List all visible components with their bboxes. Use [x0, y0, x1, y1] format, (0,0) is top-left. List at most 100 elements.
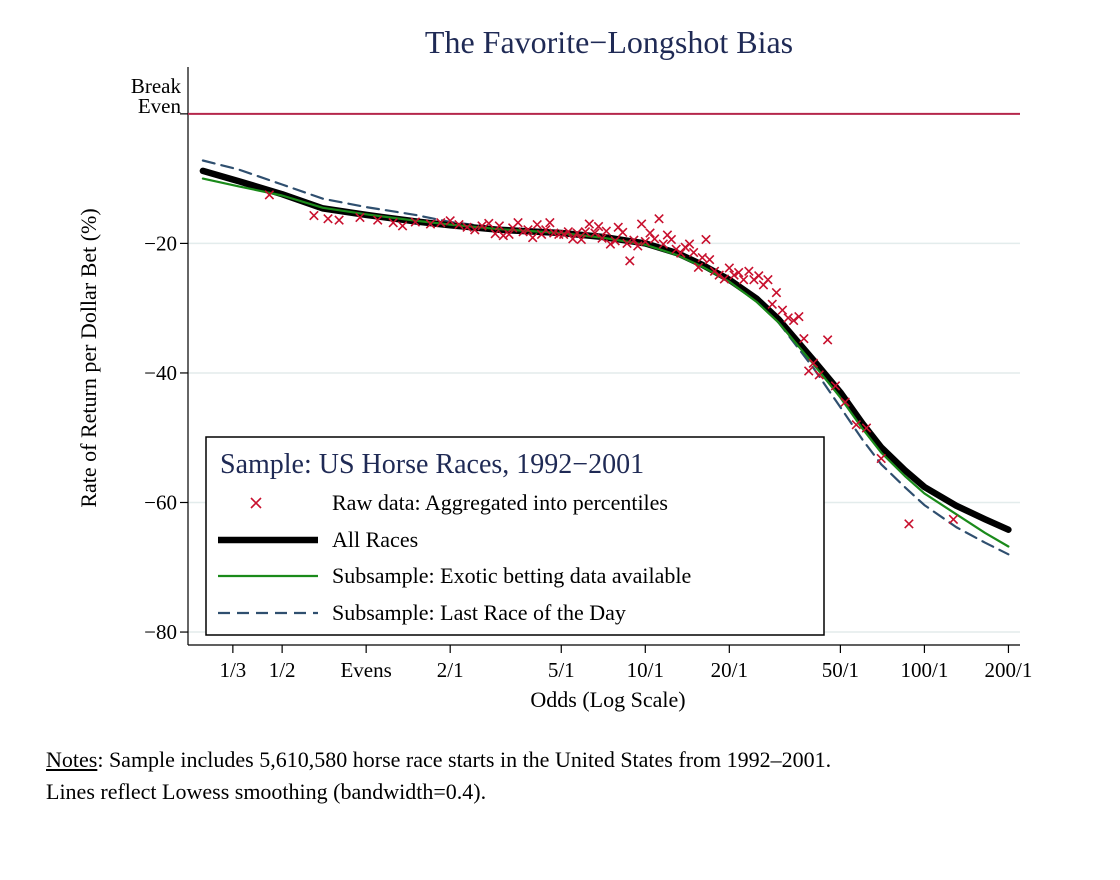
x-axis-ticks: 1/3 1/2 Evens 2/1 5/1 10/1 20/1 50/1 100/1 200/1 — [219, 645, 1032, 682]
notes-label: Notes — [46, 747, 98, 772]
x-tick-label: 200/1 — [985, 658, 1033, 682]
raw-data-point — [470, 225, 480, 235]
raw-data-point — [697, 252, 708, 263]
raw-data-point — [861, 423, 872, 433]
raw-data-points — [264, 190, 959, 529]
notes-line2: Lines reflect Lowess smoothing (bandwidt… — [46, 779, 487, 804]
raw-data-point — [783, 313, 793, 323]
x-axis-title: Odds (Log Scale) — [530, 687, 685, 712]
raw-data-point — [513, 217, 523, 228]
raw-data-point — [803, 366, 814, 376]
y-tick-label: −60 — [144, 491, 177, 515]
y-tick-label: −20 — [144, 231, 177, 255]
x-tick-label: 2/1 — [437, 658, 464, 682]
x-tick-label: 1/3 — [219, 658, 246, 682]
raw-data-point — [658, 239, 669, 249]
favorite-longshot-chart: The Favorite−Longshot Bias −20−40−60−80 … — [76, 24, 1032, 712]
raw-data-point — [590, 228, 600, 238]
raw-data-point — [733, 267, 744, 278]
raw-data-point — [738, 274, 749, 285]
raw-data-point — [584, 219, 595, 229]
raw-data-point — [494, 221, 505, 231]
raw-data-point — [454, 219, 464, 230]
raw-data-point — [814, 370, 825, 380]
raw-data-point — [693, 262, 704, 273]
raw-data-point — [744, 266, 754, 277]
raw-data-point — [576, 234, 587, 245]
x-tick-label: 20/1 — [711, 658, 748, 682]
legend-item-last: Subsample: Last Race of the Day — [332, 600, 626, 625]
raw-data-point — [629, 235, 639, 245]
raw-data-point — [640, 236, 651, 247]
raw-data-point — [636, 219, 647, 229]
raw-data-point — [545, 217, 555, 228]
raw-data-point — [767, 299, 778, 310]
raw-data-point — [633, 241, 643, 251]
raw-data-point — [323, 214, 333, 224]
raw-data-point — [704, 254, 715, 265]
raw-data-point — [597, 233, 607, 243]
raw-data-point — [948, 514, 959, 525]
raw-data-point — [558, 229, 569, 240]
x-tick-label: 1/2 — [269, 658, 296, 682]
raw-data-point — [654, 214, 664, 224]
break-even-label-line2: Even — [138, 94, 182, 118]
axes — [187, 67, 1020, 646]
raw-data-point — [580, 226, 591, 237]
y-axis-title: Rate of Return per Dollar Bet (%) — [76, 208, 101, 507]
raw-data-point — [541, 225, 551, 235]
raw-data-point — [435, 217, 446, 228]
raw-data-point — [771, 287, 782, 298]
series-line-subsample-exotic-betting-data-available — [201, 177, 1010, 548]
raw-data-point — [788, 315, 799, 326]
raw-data-point — [794, 311, 804, 322]
legend-swatch-raw — [250, 497, 262, 509]
raw-data-point — [904, 519, 914, 529]
raw-data-point — [425, 219, 436, 229]
raw-data-point — [729, 270, 739, 280]
raw-data-point — [334, 215, 344, 225]
raw-data-point — [799, 333, 809, 344]
y-axis-ticks: −20 −40 −60 −80 — [144, 113, 188, 644]
raw-data-point — [610, 236, 620, 246]
legend: Sample: US Horse Races, 1992−2001 Raw da… — [205, 436, 825, 636]
raw-data-point — [568, 234, 578, 244]
raw-data-point — [504, 229, 514, 240]
raw-data-point — [484, 218, 494, 229]
raw-data-point — [676, 248, 686, 258]
raw-data-point — [876, 453, 886, 464]
raw-data-point — [719, 274, 730, 284]
raw-data-point — [601, 226, 612, 236]
raw-data-point — [388, 217, 398, 228]
break-even-label-line1: Break — [131, 74, 182, 98]
chart-title: The Favorite−Longshot Bias — [425, 24, 793, 60]
legend-item-all: All Races — [332, 527, 418, 552]
raw-data-point — [622, 238, 632, 249]
raw-data-point — [593, 221, 604, 232]
raw-data-point — [625, 256, 635, 266]
x-tick-label: Evens — [340, 658, 391, 682]
raw-data-point — [477, 221, 487, 231]
raw-data-point — [649, 234, 660, 244]
notes-line1: : Sample includes 5,610,580 horse race s… — [97, 747, 832, 772]
x-tick-label: 100/1 — [900, 658, 948, 682]
raw-data-point — [532, 219, 542, 230]
raw-data-point — [830, 381, 841, 391]
raw-data-point — [840, 397, 850, 407]
legend-title: Sample: US Horse Races, 1992−2001 — [220, 449, 644, 480]
raw-data-point — [518, 226, 528, 237]
raw-data-point — [851, 420, 862, 430]
x-tick-label: 10/1 — [627, 658, 664, 682]
raw-data-point — [309, 210, 319, 221]
raw-data-point — [410, 217, 421, 227]
raw-data-point — [701, 234, 711, 245]
raw-data-point — [777, 305, 788, 315]
raw-data-point — [684, 239, 695, 249]
raw-data-point — [808, 358, 819, 369]
raw-data-point — [617, 227, 628, 238]
raw-data-point — [498, 230, 509, 241]
raw-data-point — [688, 247, 699, 258]
raw-data-point — [372, 215, 383, 225]
raw-data-point — [445, 215, 455, 226]
raw-data-point — [397, 221, 408, 231]
